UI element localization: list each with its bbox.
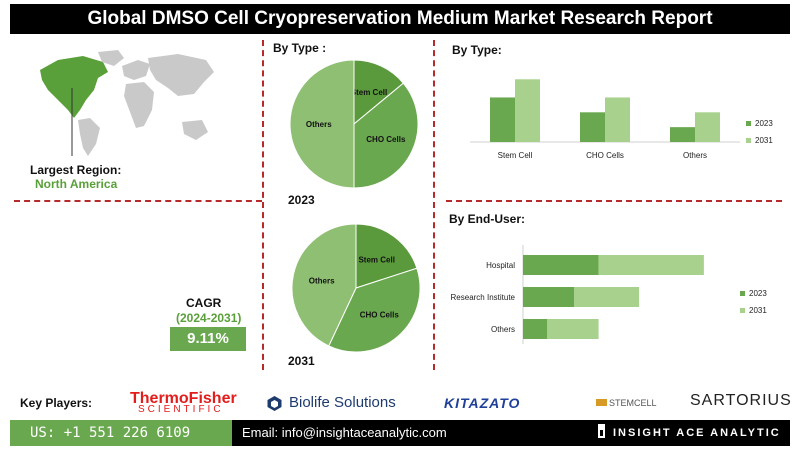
kitazato-logo: KITAZATO — [444, 395, 521, 411]
pie-chart-2031: Stem Cell CHO Cells Others — [291, 223, 421, 353]
pie-label-others: Others — [309, 276, 335, 285]
cagr-value: 9.11% — [170, 327, 246, 351]
hbar-research-institute-2023 — [523, 287, 575, 307]
cagr-label: CAGR — [186, 296, 222, 310]
hbar-legend-swatch-2023 — [740, 291, 745, 296]
pie-label-stem-cell: Stem Cell — [351, 88, 387, 97]
pie-slice-cho-cells — [353, 82, 419, 189]
hbar-hospital-2031 — [598, 255, 704, 275]
hbar-others-2031 — [547, 319, 599, 339]
key-players-label: Key Players: — [20, 396, 93, 410]
map-south-america — [78, 118, 100, 156]
stemcell-logo: STEMCELL — [609, 398, 657, 408]
pie-slice-others — [289, 59, 355, 189]
divider-right-horizontal — [446, 200, 782, 202]
bar-chart-by-end-user: Hospital Research Institute Others 2023 2031 — [451, 245, 767, 344]
pie-slice-others — [291, 223, 357, 347]
report-title: Global DMSO Cell Cryopreservation Medium… — [10, 4, 790, 34]
hbar-category-others: Others — [491, 325, 515, 334]
pie-label-stem-cell: Stem Cell — [358, 256, 394, 265]
bar-cho-cells-2031 — [605, 97, 630, 142]
pie-label-cho-cells: CHO Cells — [360, 310, 400, 319]
pie-label-others: Others — [306, 120, 332, 129]
hbar-category-hospital: Hospital — [486, 261, 515, 270]
pie-slice-stem-cell — [355, 223, 418, 289]
biolife-logo: Biolife Solutions — [289, 394, 396, 411]
biolife-icon — [267, 396, 282, 411]
map-australia — [182, 120, 208, 140]
brand-icon — [598, 424, 605, 438]
pie-year-2023: 2023 — [288, 193, 315, 207]
largest-region-value: North America — [35, 177, 118, 191]
map-asia — [148, 54, 214, 96]
bar-others-2031 — [695, 112, 720, 142]
hbar-hospital-2023 — [523, 255, 599, 275]
bar-cho-cells-2023 — [580, 112, 605, 142]
bar-category-stem-cell: Stem Cell — [498, 151, 533, 160]
cagr-years: (2024-2031) — [176, 311, 242, 325]
footer-brand: INSIGHT ACE ANALYTIC — [584, 420, 790, 446]
bar-category-others: Others — [683, 151, 707, 160]
hbar-category-research-institute: Research Institute — [451, 293, 516, 302]
bar-chart-enduser-title: By End-User: — [449, 212, 526, 226]
bar-chart-type-title: By Type: — [452, 43, 502, 57]
bar-others-2023 — [670, 127, 695, 142]
bar-category-cho-cells: CHO Cells — [586, 151, 624, 160]
hbar-legend-swatch-2031 — [740, 308, 745, 313]
hbar-others-2023 — [523, 319, 548, 339]
legend-label-2023: 2023 — [755, 119, 773, 128]
footer-brand-text: INSIGHT ACE ANALYTIC — [613, 427, 781, 439]
hbar-research-institute-2031 — [574, 287, 640, 307]
pie-slice-cho-cells — [328, 267, 421, 353]
footer-email: Email: info@insightaceanalytic.com — [232, 420, 584, 446]
divider-middle-vertical — [433, 40, 435, 370]
pie-chart-2023: Stem Cell CHO Cells Others — [289, 59, 419, 189]
thermofisher-logo: ThermoFisher — [130, 390, 237, 407]
hbar-legend-label-2023: 2023 — [749, 289, 767, 298]
map-africa — [124, 82, 154, 128]
world-map — [40, 50, 214, 156]
divider-left-vertical — [262, 40, 264, 370]
map-europe — [122, 60, 150, 80]
legend-label-2031: 2031 — [755, 136, 773, 145]
bar-stem-cell-2031 — [515, 79, 540, 142]
pie-label-cho-cells: CHO Cells — [366, 135, 406, 144]
sartorius-logo: SARTORIUS — [690, 392, 792, 409]
stemcell-icon — [596, 399, 607, 406]
hbar-legend-label-2031: 2031 — [749, 306, 767, 315]
pie-section-title: By Type : — [273, 41, 327, 55]
divider-left-horizontal — [14, 200, 262, 202]
pie-slice-stem-cell — [353, 59, 405, 126]
bar-chart-by-type: Stem Cell CHO Cells Others 2023 2031 — [470, 79, 773, 160]
bar-stem-cell-2023 — [490, 97, 515, 142]
footer-phone: US: +1 551 226 6109 — [10, 420, 232, 446]
thermofisher-logo-sub: SCIENTIFIC — [138, 404, 224, 415]
legend-swatch-2031 — [746, 138, 751, 143]
pie-year-2031: 2031 — [288, 354, 315, 368]
map-greenland — [98, 50, 124, 66]
legend-swatch-2023 — [746, 121, 751, 126]
map-north-america — [40, 56, 108, 118]
largest-region-label: Largest Region: — [30, 163, 122, 177]
